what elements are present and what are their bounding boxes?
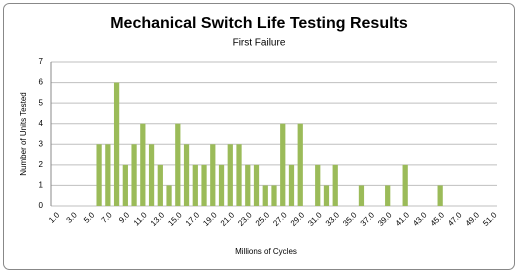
bar xyxy=(437,185,443,206)
bar xyxy=(262,185,268,206)
bar xyxy=(105,144,111,206)
chart-subtitle: First Failure xyxy=(233,38,286,49)
bar xyxy=(227,144,233,206)
bar xyxy=(245,164,251,206)
bar xyxy=(140,123,146,206)
y-tick-label: 5 xyxy=(39,98,44,107)
bar xyxy=(288,164,295,206)
bar xyxy=(166,185,172,206)
bar xyxy=(271,185,277,206)
bar xyxy=(253,164,260,206)
y-tick-label: 6 xyxy=(39,78,44,87)
bar xyxy=(122,164,128,206)
bar xyxy=(131,144,137,206)
bar xyxy=(358,185,365,206)
bar xyxy=(183,144,190,206)
bar xyxy=(113,82,120,206)
bar xyxy=(210,144,216,206)
y-axis-title: Number of Units Tested xyxy=(19,92,28,175)
bar xyxy=(218,164,225,206)
bar xyxy=(148,144,155,206)
y-tick-label: 7 xyxy=(39,57,44,66)
bar xyxy=(280,123,286,206)
y-tick-label: 3 xyxy=(39,139,44,148)
bar xyxy=(297,123,303,206)
y-tick-label: 4 xyxy=(39,119,44,128)
bar xyxy=(201,164,207,206)
y-tick-label: 1 xyxy=(39,181,44,190)
y-tick-label: 0 xyxy=(39,201,44,210)
bar xyxy=(236,144,242,206)
bar xyxy=(96,144,102,206)
bar xyxy=(157,164,163,206)
bar xyxy=(315,164,321,206)
bar xyxy=(332,164,338,206)
y-tick-label: 2 xyxy=(39,160,44,169)
bar xyxy=(323,185,330,206)
bar xyxy=(402,164,408,206)
bar xyxy=(385,185,391,206)
chart-title: Mechanical Switch Life Testing Results xyxy=(110,15,408,32)
bar xyxy=(192,164,198,206)
x-axis-title: Millions of Cycles xyxy=(235,247,297,256)
bar xyxy=(175,123,181,206)
